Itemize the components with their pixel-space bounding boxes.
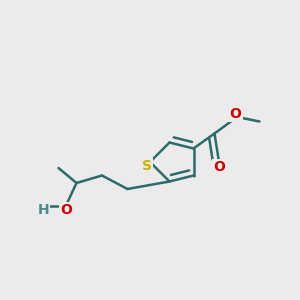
Text: H: H <box>38 203 49 217</box>
Text: O: O <box>213 160 225 174</box>
Text: S: S <box>142 159 152 173</box>
Text: O: O <box>60 203 72 217</box>
Text: O: O <box>230 107 242 121</box>
